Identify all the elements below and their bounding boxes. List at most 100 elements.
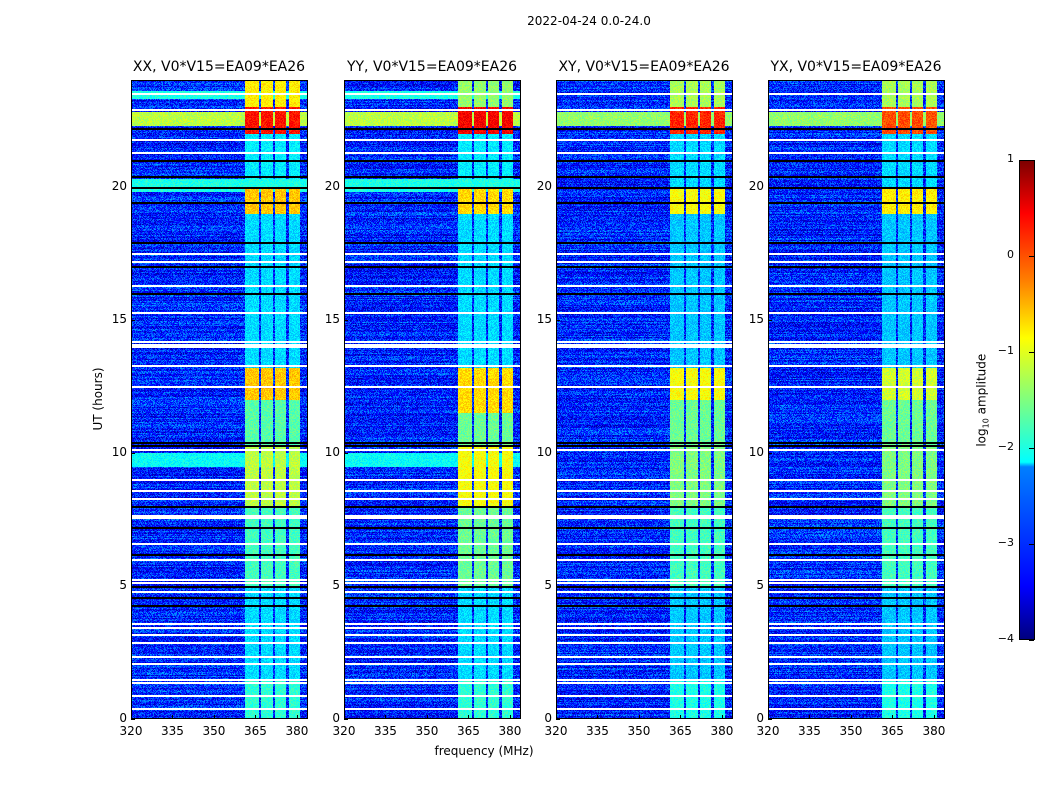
x-tick-label: 365 xyxy=(881,724,904,738)
colorbar-tick-mark xyxy=(1029,448,1034,449)
y-tick-mark xyxy=(556,186,560,188)
x-tick-mark xyxy=(933,715,935,719)
x-tick-mark xyxy=(131,715,132,719)
colorbar-tick-label: −4 xyxy=(997,632,1014,645)
x-tick-mark xyxy=(172,715,174,719)
colorbar-tick-label: 0 xyxy=(1007,248,1014,261)
colorbar-tick-label: −3 xyxy=(997,536,1014,549)
colorbar-tick-mark xyxy=(1029,256,1034,257)
x-tick-label: 320 xyxy=(756,724,780,738)
colorbar-tick-label: −2 xyxy=(997,440,1014,453)
heatmap-panel-0 xyxy=(131,80,308,719)
x-tick-label: 350 xyxy=(415,724,439,738)
x-tick-label: 335 xyxy=(374,724,397,738)
colorbar-tick-mark xyxy=(1029,640,1034,641)
y-tick-label: 20 xyxy=(324,178,340,193)
y-tick-label: 0 xyxy=(544,711,552,725)
y-tick-mark xyxy=(768,319,772,321)
y-tick-label: 0 xyxy=(119,711,127,725)
x-tick-label: 335 xyxy=(161,724,184,738)
y-tick-mark xyxy=(768,452,772,454)
x-tick-mark xyxy=(597,715,599,719)
colorbar xyxy=(1019,160,1035,640)
x-tick-mark xyxy=(768,715,769,719)
panel-title-0: XX, V0*V15=EA09*EA26 xyxy=(132,59,306,75)
colorbar-label-sub: 10 xyxy=(981,418,991,429)
y-tick-label: 5 xyxy=(544,577,552,592)
y-tick-label: 15 xyxy=(324,311,340,326)
x-tick-mark xyxy=(809,715,811,719)
x-tick-mark xyxy=(721,715,723,719)
y-tick-label: 0 xyxy=(756,711,764,725)
x-axis-label: frequency (MHz) xyxy=(434,744,534,758)
panel-frame-3 xyxy=(768,80,945,719)
y-tick-mark xyxy=(344,719,348,720)
x-tick-mark xyxy=(680,715,682,719)
x-tick-mark xyxy=(213,715,215,719)
colorbar-tick-label: 1 xyxy=(1007,152,1014,165)
x-tick-label: 380 xyxy=(922,724,946,738)
y-tick-mark xyxy=(344,585,348,587)
x-tick-mark xyxy=(468,715,470,719)
x-tick-label: 350 xyxy=(839,724,863,738)
panel-title-1: YY, V0*V15=EA09*EA26 xyxy=(346,59,518,75)
x-tick-mark xyxy=(344,715,345,719)
y-tick-label: 20 xyxy=(536,178,552,193)
y-tick-label: 20 xyxy=(111,178,127,193)
panel-title-2: XY, V0*V15=EA09*EA26 xyxy=(558,59,730,75)
y-tick-mark xyxy=(556,585,560,587)
heatmap-panel-1 xyxy=(344,80,521,719)
x-tick-mark xyxy=(892,715,894,719)
x-tick-mark xyxy=(556,715,557,719)
y-tick-label: 15 xyxy=(111,311,127,326)
y-tick-label: 10 xyxy=(536,444,552,459)
y-tick-mark xyxy=(131,319,135,321)
y-tick-mark xyxy=(768,719,772,720)
colorbar-label-tail: amplitude xyxy=(974,353,989,419)
y-tick-label: 20 xyxy=(748,178,764,193)
x-tick-label: 320 xyxy=(332,724,356,738)
colorbar-tick-mark xyxy=(1029,160,1034,161)
x-tick-label: 335 xyxy=(586,724,609,738)
x-tick-mark xyxy=(426,715,428,719)
y-tick-mark xyxy=(344,319,348,321)
y-tick-mark xyxy=(131,452,135,454)
y-tick-mark xyxy=(768,186,772,188)
x-tick-label: 350 xyxy=(627,724,651,738)
y-tick-mark xyxy=(556,319,560,321)
x-tick-mark xyxy=(296,715,298,719)
y-tick-label: 10 xyxy=(324,444,340,459)
y-tick-mark xyxy=(131,585,135,587)
x-tick-mark xyxy=(850,715,852,719)
y-tick-label: 5 xyxy=(756,577,764,592)
x-tick-label: 320 xyxy=(119,724,143,738)
y-tick-mark xyxy=(131,719,135,720)
y-tick-label: 5 xyxy=(119,577,127,592)
panel-title-3: YX, V0*V15=EA09*EA26 xyxy=(770,59,942,75)
x-tick-label: 365 xyxy=(669,724,692,738)
panel-frame-1 xyxy=(344,80,521,719)
y-tick-label: 15 xyxy=(536,311,552,326)
x-tick-label: 365 xyxy=(457,724,480,738)
y-tick-mark xyxy=(131,186,135,188)
y-tick-mark xyxy=(344,452,348,454)
y-tick-label: 10 xyxy=(748,444,764,459)
x-tick-label: 380 xyxy=(710,724,734,738)
figure-title: 2022-04-24 0.0-24.0 xyxy=(527,14,651,28)
y-tick-mark xyxy=(344,186,348,188)
y-axis-label: UT (hours) xyxy=(91,367,105,431)
x-tick-mark xyxy=(509,715,511,719)
heatmap-panel-3 xyxy=(768,80,945,719)
colorbar-tick-mark xyxy=(1029,544,1034,545)
y-tick-mark xyxy=(556,452,560,454)
y-tick-label: 0 xyxy=(332,711,340,725)
x-tick-mark xyxy=(385,715,387,719)
x-tick-label: 350 xyxy=(202,724,226,738)
heatmap-panel-2 xyxy=(556,80,733,719)
x-tick-label: 380 xyxy=(285,724,309,738)
colorbar-tick-mark xyxy=(1029,352,1034,353)
panel-frame-0 xyxy=(131,80,308,719)
x-tick-label: 380 xyxy=(498,724,522,738)
y-tick-label: 15 xyxy=(748,311,764,326)
x-tick-label: 320 xyxy=(544,724,568,738)
